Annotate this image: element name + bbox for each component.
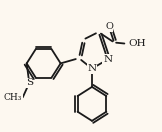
Text: S: S <box>26 79 33 88</box>
Text: N: N <box>87 64 97 73</box>
Text: N: N <box>103 55 112 64</box>
Text: OH: OH <box>128 39 145 48</box>
Text: CH₃: CH₃ <box>4 93 22 102</box>
Text: O: O <box>105 22 113 31</box>
